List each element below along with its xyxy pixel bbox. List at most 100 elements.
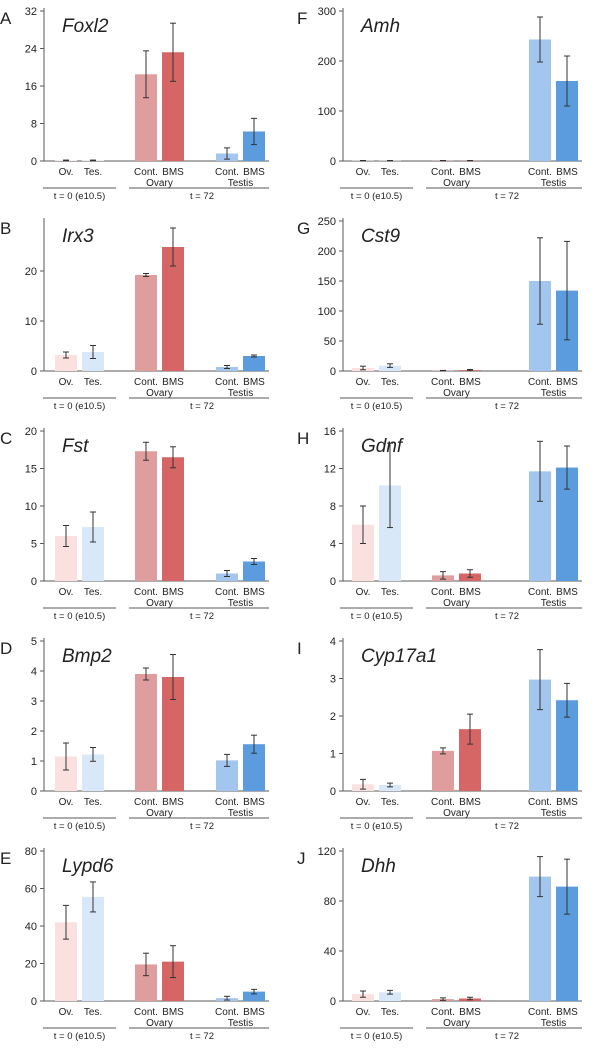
y-tick-label-j-2: 80 bbox=[324, 896, 336, 908]
category-label-g-4: Cont. bbox=[528, 377, 552, 388]
gene-title-f: Amh bbox=[360, 16, 400, 37]
y-tick-label-c-0: 0 bbox=[31, 576, 37, 588]
error-bar-f-3 bbox=[467, 160, 473, 162]
group-label-t72-d: t = 72 bbox=[190, 821, 214, 832]
y-tick-label-d-4: 4 bbox=[31, 666, 37, 678]
group-label-t0-f: t = 0 (e10.5) bbox=[351, 191, 403, 202]
gene-title-h: Gdnf bbox=[361, 436, 404, 457]
error-bar-g-5 bbox=[564, 240, 570, 341]
category-label-d-5: BMS bbox=[243, 797, 265, 808]
y-tick-label-e-4: 80 bbox=[25, 846, 37, 858]
y-tick-label-e-0: 0 bbox=[31, 996, 37, 1008]
subgroup-label-testis-j: Testis bbox=[541, 1018, 567, 1029]
bar-b-0 bbox=[55, 355, 77, 371]
y-tick-label-a-3: 24 bbox=[25, 44, 37, 56]
category-label-h-2: Cont. bbox=[431, 587, 455, 598]
y-tick-label-h-2: 8 bbox=[330, 501, 336, 513]
error-bar-e-2 bbox=[143, 952, 149, 977]
error-bar-c-4 bbox=[224, 570, 230, 577]
error-bar-a-5 bbox=[251, 117, 257, 146]
error-bar-f-2 bbox=[440, 160, 446, 162]
bar-d-3 bbox=[162, 677, 184, 791]
category-label-b-0: Ov. bbox=[59, 377, 74, 388]
category-label-e-3: BMS bbox=[162, 1007, 184, 1018]
subgroup-label-ovary-f: Ovary bbox=[443, 178, 470, 189]
category-label-e-1: Tes. bbox=[84, 1007, 102, 1018]
y-tick-label-c-3: 15 bbox=[25, 464, 37, 476]
group-label-t0-i: t = 0 (e10.5) bbox=[351, 821, 403, 832]
category-label-d-2: Cont. bbox=[134, 797, 158, 808]
error-bar-b-4 bbox=[224, 365, 230, 369]
group-label-t72-c: t = 72 bbox=[190, 611, 214, 622]
subgroup-label-ovary-b: Ovary bbox=[146, 388, 173, 399]
bar-i-1 bbox=[379, 785, 401, 791]
y-tick-label-j-3: 120 bbox=[318, 846, 336, 858]
category-label-h-0: Ov. bbox=[356, 587, 371, 598]
y-tick-label-g-2: 100 bbox=[318, 306, 336, 318]
bar-d-4 bbox=[216, 760, 238, 791]
category-label-e-5: BMS bbox=[243, 1007, 265, 1018]
error-bar-d-0 bbox=[63, 742, 69, 771]
subgroup-label-ovary-g: Ovary bbox=[443, 388, 470, 399]
bar-e-3 bbox=[162, 961, 184, 1001]
error-bar-d-3 bbox=[170, 654, 176, 700]
category-label-c-5: BMS bbox=[243, 587, 265, 598]
error-bar-d-4 bbox=[224, 753, 230, 767]
category-label-b-1: Tes. bbox=[84, 377, 102, 388]
gene-title-a: Foxl2 bbox=[62, 16, 109, 37]
y-tick-label-c-4: 20 bbox=[25, 426, 37, 438]
bar-f-5 bbox=[556, 81, 578, 161]
group-label-t0-c: t = 0 (e10.5) bbox=[54, 611, 106, 622]
category-label-b-3: BMS bbox=[162, 377, 184, 388]
group-label-t72-g: t = 72 bbox=[495, 401, 519, 412]
error-bar-h-4 bbox=[537, 440, 543, 502]
error-bar-h-5 bbox=[564, 445, 570, 490]
subgroup-label-testis-d: Testis bbox=[228, 808, 254, 819]
category-label-h-5: BMS bbox=[556, 587, 578, 598]
y-tick-label-j-0: 0 bbox=[330, 996, 336, 1008]
error-bar-d-1 bbox=[90, 747, 96, 762]
category-label-a-0: Ov. bbox=[59, 167, 74, 178]
error-bar-j-2 bbox=[440, 997, 446, 1001]
error-bar-j-0 bbox=[360, 990, 366, 998]
subgroup-label-testis-a: Testis bbox=[228, 178, 254, 189]
panel-letter-d: D bbox=[0, 639, 12, 658]
y-tick-label-d-1: 1 bbox=[31, 756, 37, 768]
panel-letter-g: G bbox=[297, 219, 310, 238]
category-label-a-4: Cont. bbox=[215, 167, 239, 178]
bar-j-1 bbox=[379, 992, 401, 1001]
error-bar-j-3 bbox=[467, 996, 473, 1001]
subgroup-label-testis-c: Testis bbox=[228, 598, 254, 609]
error-bar-d-2 bbox=[143, 667, 149, 681]
category-label-a-2: Cont. bbox=[134, 167, 158, 178]
error-bar-c-5 bbox=[251, 558, 257, 565]
category-label-f-3: BMS bbox=[459, 167, 481, 178]
error-bar-a-4 bbox=[224, 147, 230, 160]
error-bar-f-0 bbox=[360, 160, 366, 162]
gene-title-j: Dhh bbox=[361, 856, 396, 877]
error-bar-f-4 bbox=[537, 16, 543, 63]
subgroup-label-testis-h: Testis bbox=[541, 598, 567, 609]
subgroup-label-ovary-c: Ovary bbox=[146, 598, 173, 609]
y-tick-label-a-1: 8 bbox=[31, 119, 37, 131]
y-tick-label-f-3: 300 bbox=[318, 6, 336, 18]
category-label-d-1: Tes. bbox=[84, 797, 102, 808]
category-label-c-3: BMS bbox=[162, 587, 184, 598]
category-label-j-4: Cont. bbox=[528, 1007, 552, 1018]
y-tick-label-b-2: 20 bbox=[25, 266, 37, 278]
group-label-t0-g: t = 0 (e10.5) bbox=[351, 401, 403, 412]
category-label-d-0: Ov. bbox=[59, 797, 74, 808]
bar-h-0 bbox=[352, 524, 374, 581]
error-bar-b-2 bbox=[143, 273, 149, 277]
bar-c-3 bbox=[162, 457, 184, 581]
category-label-i-4: Cont. bbox=[528, 797, 552, 808]
error-bar-e-5 bbox=[251, 988, 257, 995]
subgroup-label-testis-i: Testis bbox=[541, 808, 567, 819]
panel-letter-h: H bbox=[297, 429, 309, 448]
